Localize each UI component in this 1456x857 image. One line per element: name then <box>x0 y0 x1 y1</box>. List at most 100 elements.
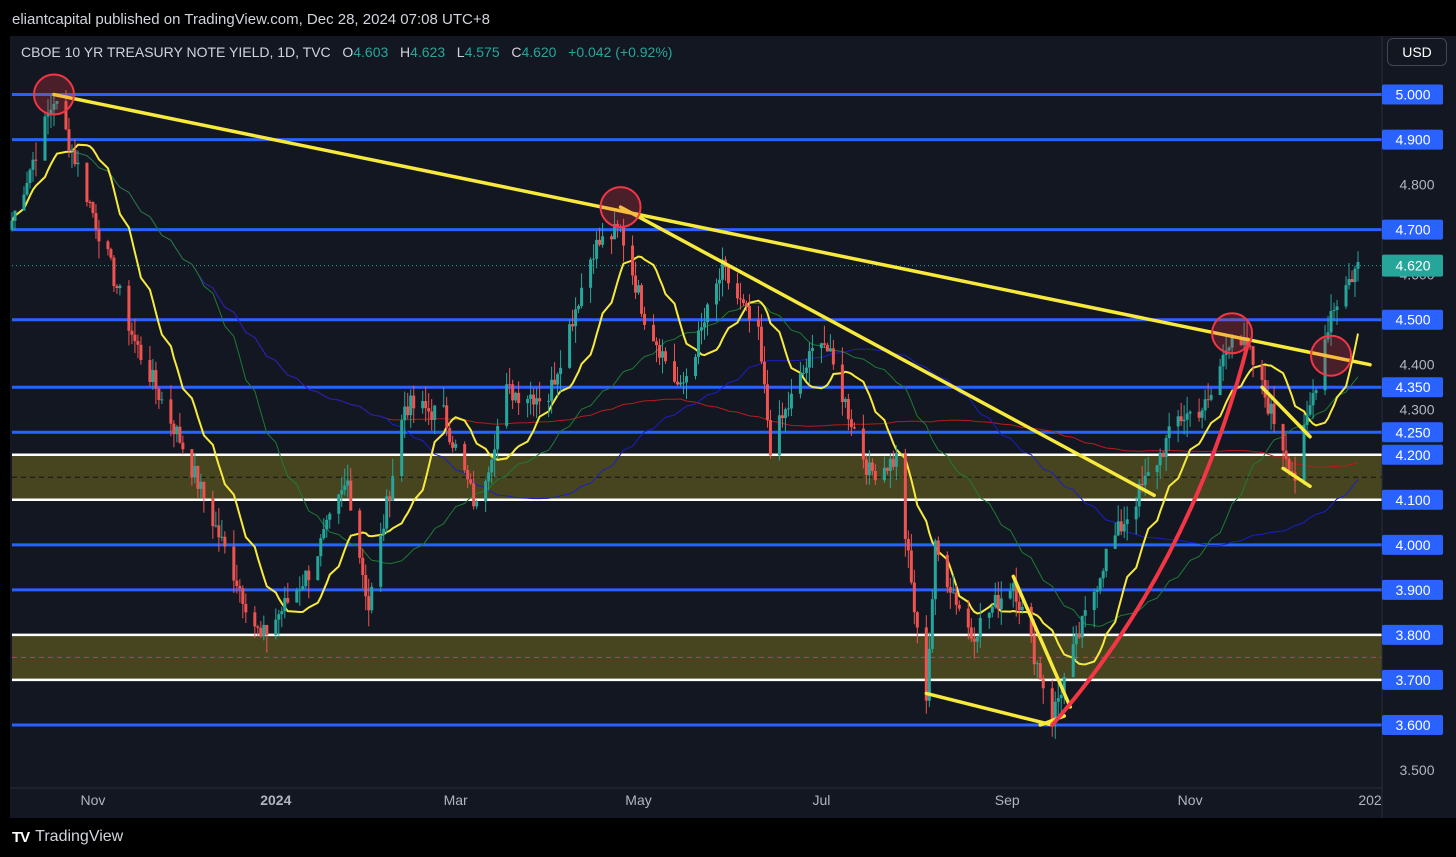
candle <box>304 570 308 590</box>
candle-body <box>1332 309 1336 312</box>
candle-body <box>1158 452 1162 466</box>
candle <box>148 346 152 387</box>
candle <box>1134 496 1138 535</box>
time-tick-label: May <box>625 792 651 808</box>
candle <box>1062 672 1066 705</box>
candle <box>94 204 98 239</box>
candle <box>1335 299 1339 325</box>
candle-body <box>241 588 245 604</box>
tradingview-logo[interactable]: TV TradingView <box>12 828 123 846</box>
candle <box>726 266 730 290</box>
candle-body <box>325 519 329 530</box>
candle-body <box>73 149 77 165</box>
candle <box>679 375 683 387</box>
candle <box>702 307 706 340</box>
candle <box>298 576 302 606</box>
candle-body <box>682 382 686 384</box>
candle <box>631 235 635 285</box>
candle <box>112 255 116 292</box>
candle-body <box>286 598 290 603</box>
level-badge-label: 3.800 <box>1395 627 1430 643</box>
candle-body <box>400 420 404 476</box>
candle-body <box>556 374 560 385</box>
candle-body <box>1059 695 1063 699</box>
candle <box>211 490 215 539</box>
candle-body <box>454 443 458 448</box>
candle-body <box>1353 268 1357 283</box>
candle-body <box>1080 615 1084 638</box>
candle-body <box>1269 403 1273 414</box>
candle-body <box>277 614 281 620</box>
candle-body <box>1239 336 1243 345</box>
candle-body <box>696 330 700 357</box>
candle-body <box>756 319 760 327</box>
candle <box>574 297 578 343</box>
drawings <box>32 73 1372 727</box>
candle <box>903 448 907 557</box>
candle <box>319 534 323 567</box>
candle-body <box>580 287 584 306</box>
candle-body <box>328 513 332 520</box>
candle-body <box>262 624 266 637</box>
candle-body <box>34 159 38 161</box>
candle <box>870 458 874 476</box>
candle <box>46 99 50 135</box>
candle <box>238 579 242 603</box>
candle <box>1056 682 1060 718</box>
trendline-low <box>924 691 1054 727</box>
candle-body <box>139 344 143 361</box>
candle <box>996 581 1000 618</box>
level-badge <box>1382 624 1443 645</box>
candle <box>1266 380 1270 416</box>
level-badge-label: 4.000 <box>1395 537 1430 553</box>
candle-body <box>148 360 152 382</box>
candle-body <box>463 443 467 470</box>
candle-body <box>343 485 347 491</box>
candle <box>70 144 74 168</box>
candle-body <box>559 367 563 375</box>
moving-average-160 <box>11 151 1359 468</box>
candle-body <box>634 275 638 293</box>
candle <box>664 347 668 364</box>
candle-body <box>1323 339 1327 391</box>
candle-body <box>1038 663 1042 680</box>
candle <box>705 302 709 336</box>
candle <box>840 347 844 416</box>
candle <box>364 564 368 611</box>
candle-body <box>181 442 185 450</box>
candle <box>993 582 997 609</box>
candle-body <box>1230 336 1234 348</box>
candle-body <box>367 596 371 611</box>
candle-body <box>622 226 626 246</box>
candle-body <box>592 258 596 260</box>
level-badge <box>1382 309 1443 330</box>
candle <box>22 186 26 211</box>
candle-body <box>118 285 122 289</box>
candle-body <box>280 611 284 615</box>
candle <box>747 294 751 333</box>
candle <box>610 233 614 254</box>
candle <box>972 627 976 659</box>
candle-body <box>508 384 512 386</box>
currency-button[interactable]: USD <box>1387 38 1447 66</box>
candle-body <box>759 326 763 362</box>
candle <box>43 113 47 161</box>
candle <box>861 414 865 469</box>
chart-panel[interactable] <box>10 36 1456 818</box>
candle-body <box>1092 591 1096 611</box>
low-value: 4.575 <box>464 44 500 60</box>
candle-body <box>517 392 521 404</box>
level-badge <box>1382 669 1443 690</box>
candle-body <box>1209 395 1213 400</box>
candle <box>1314 387 1318 400</box>
candle <box>340 477 344 507</box>
candle-body <box>1260 364 1264 380</box>
candle <box>406 392 410 419</box>
level-badge <box>1382 534 1443 555</box>
candle <box>975 635 979 653</box>
candle-body <box>601 236 605 245</box>
candle-body <box>22 194 26 211</box>
close-label: C <box>511 44 522 60</box>
candle <box>88 199 92 209</box>
